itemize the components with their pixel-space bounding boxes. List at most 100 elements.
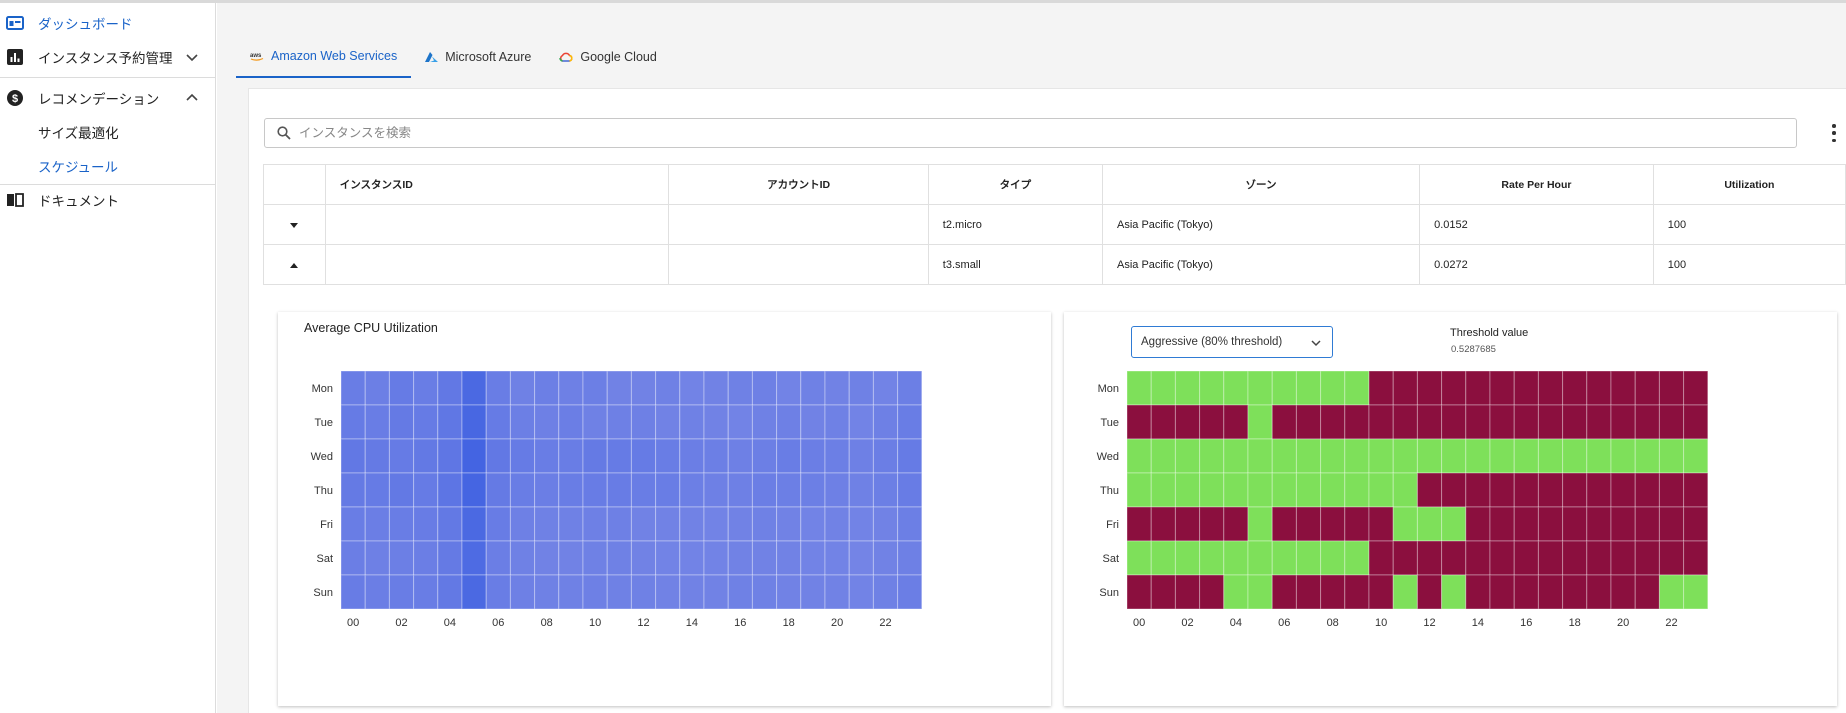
schedule-heatmap-cell [1150,506,1176,542]
schedule-heatmap-cell [1610,472,1636,508]
cpu-heatmap-cell [751,540,778,576]
cpu-heatmap-cell [703,574,729,610]
cpu-heatmap-cell [340,370,366,406]
schedule-heatmap-cell [1295,438,1322,474]
tab-azure[interactable]: Microsoft Azure [411,36,545,78]
sidebar-item-reservation[interactable]: インスタンス予約管理 [0,37,215,77]
sidebar-subitem-schedule[interactable]: スケジュール [38,160,119,175]
schedule-heatmap-cell [1683,404,1709,440]
sidebar-item-label: ドキュメント [38,194,119,209]
cpu-heatmap-cell [509,574,536,610]
schedule-heatmap-cell [1126,574,1152,610]
table-row: t2.micro Asia Pacific (Tokyo) 0.0152 100 [263,204,1846,245]
cpu-heatmap-cell [872,540,899,576]
cpu-heatmap-cell [413,438,439,474]
search-input[interactable] [299,126,1699,140]
cpu-heatmap-cell [751,438,778,474]
collapse-row-button[interactable] [263,244,326,285]
cpu-heatmap-cell [679,370,705,406]
x-tick-label: 16 [734,617,746,629]
schedule-heatmap-cell [1174,370,1201,406]
cpu-heatmap-cell [437,438,463,474]
cpu-heatmap-cell [364,370,390,406]
x-tick-label: 10 [1375,617,1387,629]
threshold-select[interactable]: Aggressive (80% threshold) [1131,326,1333,358]
schedule-heatmap-cell [1247,574,1273,610]
cell-zone: Asia Pacific (Tokyo) [1101,244,1421,285]
sidebar-item-recommendation[interactable]: $ レコメンデーション [0,78,215,118]
cpu-heatmap-cell [582,404,608,440]
column-header-type[interactable]: タイプ [927,164,1104,205]
cpu-heatmap-cell [364,472,390,508]
expand-row-button[interactable] [263,204,326,245]
instance-table: インスタンスID アカウントID タイプ ゾーン Rate Per Hour U… [263,164,1846,285]
tab-google-cloud[interactable]: Google Cloud [545,36,670,78]
cpu-heatmap-cell [534,574,560,610]
cpu-heatmap-cell [558,404,584,440]
chevron-down-icon[interactable] [184,49,200,65]
sidebar-item-label: インスタンス予約管理 [38,51,173,66]
cpu-heatmap-cell [364,506,390,542]
schedule-heatmap-cell [1199,472,1225,508]
schedule-heatmap-cell [1247,472,1273,508]
y-tick-label: Fri [1106,519,1119,531]
column-header-instance-id[interactable]: インスタンスID [324,164,670,205]
cpu-heatmap-cell [437,574,463,610]
cpu-heatmap-cell [364,574,390,610]
cpu-heatmap-cell [727,370,753,406]
schedule-heatmap-cell [1465,370,1491,406]
cpu-heatmap-cell [534,370,560,406]
cpu-heatmap-cell [437,540,463,576]
x-tick-label: 04 [444,617,456,629]
column-header-utilization[interactable]: Utilization [1652,164,1846,205]
cpu-heatmap-cell [703,540,729,576]
cpu-heatmap-cell [703,472,729,508]
cpu-heatmap-chart: Mon Tue Wed Thu Fri Sat Sun 00 02 04 06 08 10 12 14 16 1… [311,370,923,629]
cell-type: t3.small [927,244,1104,285]
cpu-heatmap-cell [340,404,366,440]
cpu-heatmap-cell [364,404,390,440]
schedule-heatmap-cell [1344,370,1370,406]
x-tick-label: 08 [1327,617,1339,629]
cpu-heatmap-cell [485,370,511,406]
schedule-heatmap-cell [1150,370,1176,406]
cpu-heatmap-cell [824,404,850,440]
cell-rate: 0.0272 [1419,244,1654,285]
schedule-heatmap-cell [1513,574,1539,610]
schedule-heatmap-cell [1537,370,1564,406]
column-header-rate[interactable]: Rate Per Hour [1419,164,1654,205]
cpu-heatmap-cell [655,540,681,576]
google-cloud-icon [559,52,573,62]
column-header-zone[interactable]: ゾーン [1101,164,1421,205]
cpu-heatmap-cell [630,472,657,508]
more-options-icon[interactable] [1831,124,1837,142]
threshold-label: Threshold value [1450,327,1529,339]
schedule-heatmap-cell [1295,404,1322,440]
schedule-heatmap-cell [1344,438,1370,474]
cpu-heatmap-cell [897,472,923,508]
sidebar-subitem-rightsizing[interactable]: サイズ最適化 [38,126,119,141]
schedule-heatmap-cell [1610,540,1636,576]
divider [0,77,215,78]
schedule-heatmap-cell [1392,472,1418,508]
sidebar-item-documents[interactable]: ドキュメント [0,180,215,220]
tab-aws[interactable]: aws Amazon Web Services [236,36,412,78]
cpu-heatmap-cell [461,438,487,474]
cpu-heatmap-cell [534,438,560,474]
cpu-heatmap-cell [558,438,584,474]
x-tick-label: 08 [541,617,553,629]
schedule-heatmap-cell [1562,438,1588,474]
cpu-heatmap-cell [437,506,463,542]
schedule-heatmap-cell [1126,370,1152,406]
cpu-heatmap-cell [388,404,415,440]
cpu-heatmap-cell [872,472,899,508]
azure-icon [425,51,439,63]
tab-label: Microsoft Azure [445,50,532,64]
schedule-heatmap-cell [1223,438,1249,474]
x-tick-label: 10 [589,617,601,629]
column-header-account-id[interactable]: アカウントID [668,164,929,205]
schedule-heatmap-cell [1174,472,1201,508]
cpu-heatmap-cell [751,506,778,542]
chevron-up-icon[interactable] [184,90,200,106]
sidebar-item-dashboard[interactable]: ダッシュボード [0,3,215,43]
